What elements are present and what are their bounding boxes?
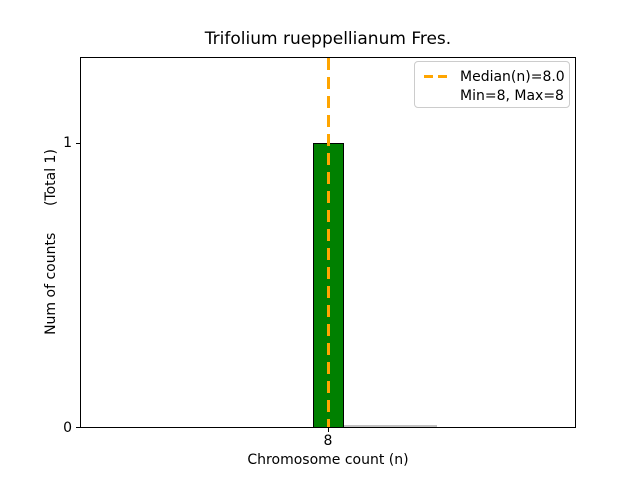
legend-entry-minmax: Min=8, Max=8 xyxy=(424,86,564,105)
x-tick-label-8: 8 xyxy=(323,433,333,449)
legend: Median(n)=8.0 Min=8, Max=8 xyxy=(414,61,570,108)
y-axis-tick-0 xyxy=(76,427,80,428)
legend-dashed-line-icon xyxy=(424,75,451,78)
legend-label-minmax: Min=8, Max=8 xyxy=(460,87,564,104)
x-axis-label: Chromosome count (n) xyxy=(247,452,409,468)
y-tick-label-1: 1 xyxy=(63,135,72,151)
legend-label-median: Median(n)=8.0 xyxy=(460,68,565,85)
chart-title: Trifolium rueppellianum Fres. xyxy=(204,29,452,49)
y-axis-label: Num of counts (Total 1) xyxy=(43,149,59,335)
plot-area xyxy=(80,57,576,428)
x-axis-tick-8 xyxy=(327,428,329,432)
y-tick-label-0: 0 xyxy=(63,420,72,436)
legend-empty-handle xyxy=(424,94,451,97)
legend-entry-median: Median(n)=8.0 xyxy=(424,67,565,86)
median-line xyxy=(326,58,330,427)
y-axis-tick-1 xyxy=(76,142,80,144)
zero-count-bars-baseline xyxy=(343,425,437,427)
